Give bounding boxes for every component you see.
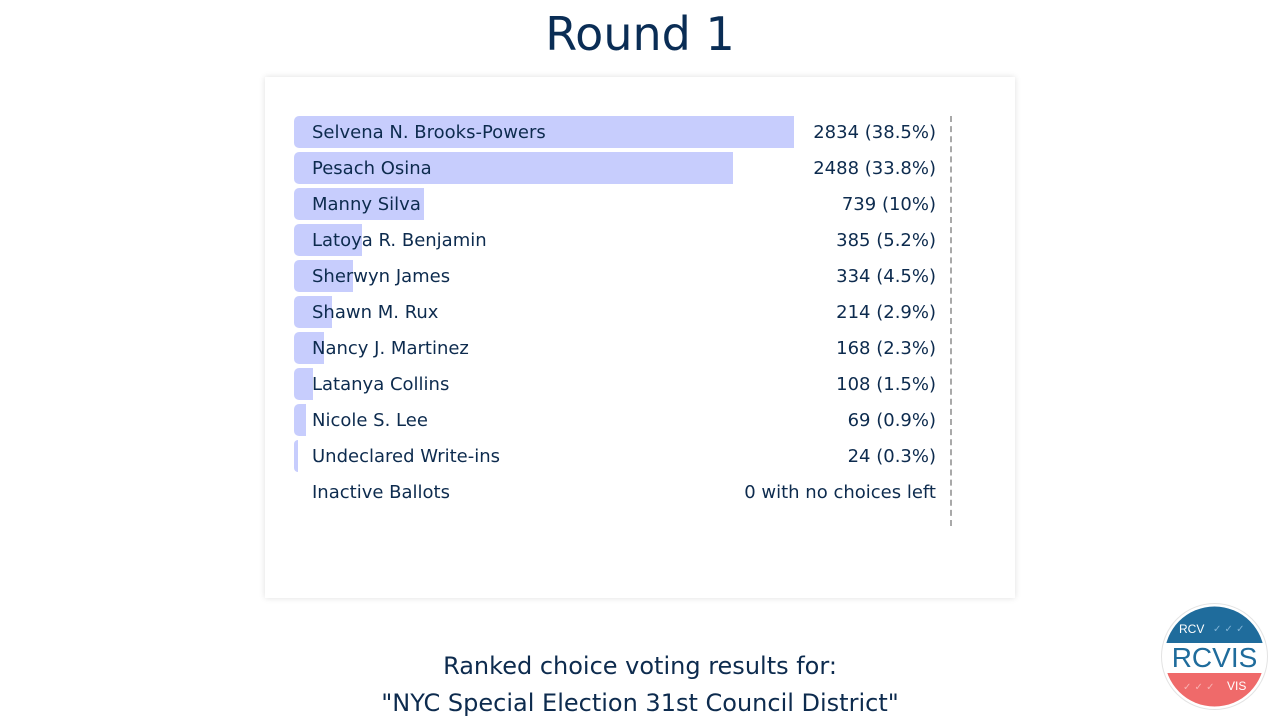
candidate-name: Selvena N. Brooks-Powers [312,122,546,143]
vote-bar [294,440,299,472]
vote-count-label: 739 (10%) [841,194,936,215]
vote-count-label: 2834 (38.5%) [813,122,936,143]
vote-bar [294,116,794,148]
vote-count-label: 24 (0.3%) [847,446,936,467]
caption-line-1: Ranked choice voting results for: [443,652,837,680]
candidate-row: Selvena N. Brooks-Powers 2834 (38.5%) [294,116,944,152]
vote-bar [294,152,733,184]
candidate-name: Latoya R. Benjamin [312,230,487,251]
vote-count-label: 168 (2.3%) [836,338,936,359]
candidate-row: Pesach Osina 2488 (33.8%) [294,152,944,188]
vote-bar [294,188,425,220]
vote-count-label: 108 (1.5%) [836,374,936,395]
candidate-row: Latoya R. Benjamin 385 (5.2%) [294,224,944,260]
candidate-row: Nancy J. Martinez 168 (2.3%) [294,332,944,368]
candidate-row: Manny Silva 739 (10%) [294,188,944,224]
vote-bar [294,224,362,256]
candidate-row: Shawn M. Rux 214 (2.9%) [294,296,944,332]
round-title: Round 1 [545,7,735,61]
rcvis-logo: RCV ✓ ✓ ✓ RCVIS ✓ ✓ ✓ VIS [1161,603,1268,710]
candidate-name: Latanya Collins [312,374,450,395]
inactive-ballots-row: Inactive Ballots 0 with no choices left [294,476,944,512]
candidate-name: Sherwyn James [312,266,451,287]
logo-main-text: RCVIS [1172,642,1258,673]
inactive-ballots-count: 0 with no choices left [744,482,936,503]
candidate-name: Shawn M. Rux [312,302,439,323]
vote-count-label: 69 (0.9%) [847,410,936,431]
results-chart-card: Selvena N. Brooks-Powers 2834 (38.5%) Pesa… [265,77,1015,598]
check-icon: ✓ ✓ ✓ [1183,682,1215,693]
vote-count-label: 385 (5.2%) [836,230,936,251]
candidate-row: Undeclared Write-ins 24 (0.3%) [294,440,944,476]
logo-bottom-text: VIS [1227,679,1246,693]
candidate-name: Manny Silva [312,194,421,215]
logo-top-text: RCV [1179,622,1204,636]
threshold-line [950,116,952,526]
vote-bar [294,404,307,436]
candidate-row: Nicole S. Lee 69 (0.9%) [294,404,944,440]
bar-chart: Selvena N. Brooks-Powers 2834 (38.5%) Pesa… [294,116,944,512]
vote-bar [294,332,324,364]
caption-line-2: "NYC Special Election 31st Council Distr… [381,689,899,717]
candidate-row: Sherwyn James 334 (4.5%) [294,260,944,296]
vote-count-label: 214 (2.9%) [836,302,936,323]
election-caption: Ranked choice voting results for: "NYC S… [0,648,1280,722]
candidate-name: Pesach Osina [312,158,432,179]
vote-bar [294,260,353,292]
vote-count-label: 334 (4.5%) [836,266,936,287]
candidate-name: Undeclared Write-ins [312,446,501,467]
inactive-ballots-label: Inactive Ballots [312,482,450,503]
vote-count-label: 2488 (33.8%) [813,158,936,179]
candidate-name: Nancy J. Martinez [312,338,469,359]
candidate-row: Latanya Collins 108 (1.5%) [294,368,944,404]
candidate-name: Nicole S. Lee [312,410,428,431]
vote-bar [294,368,314,400]
check-icon: ✓ ✓ ✓ [1213,624,1245,635]
vote-bar [294,296,332,328]
